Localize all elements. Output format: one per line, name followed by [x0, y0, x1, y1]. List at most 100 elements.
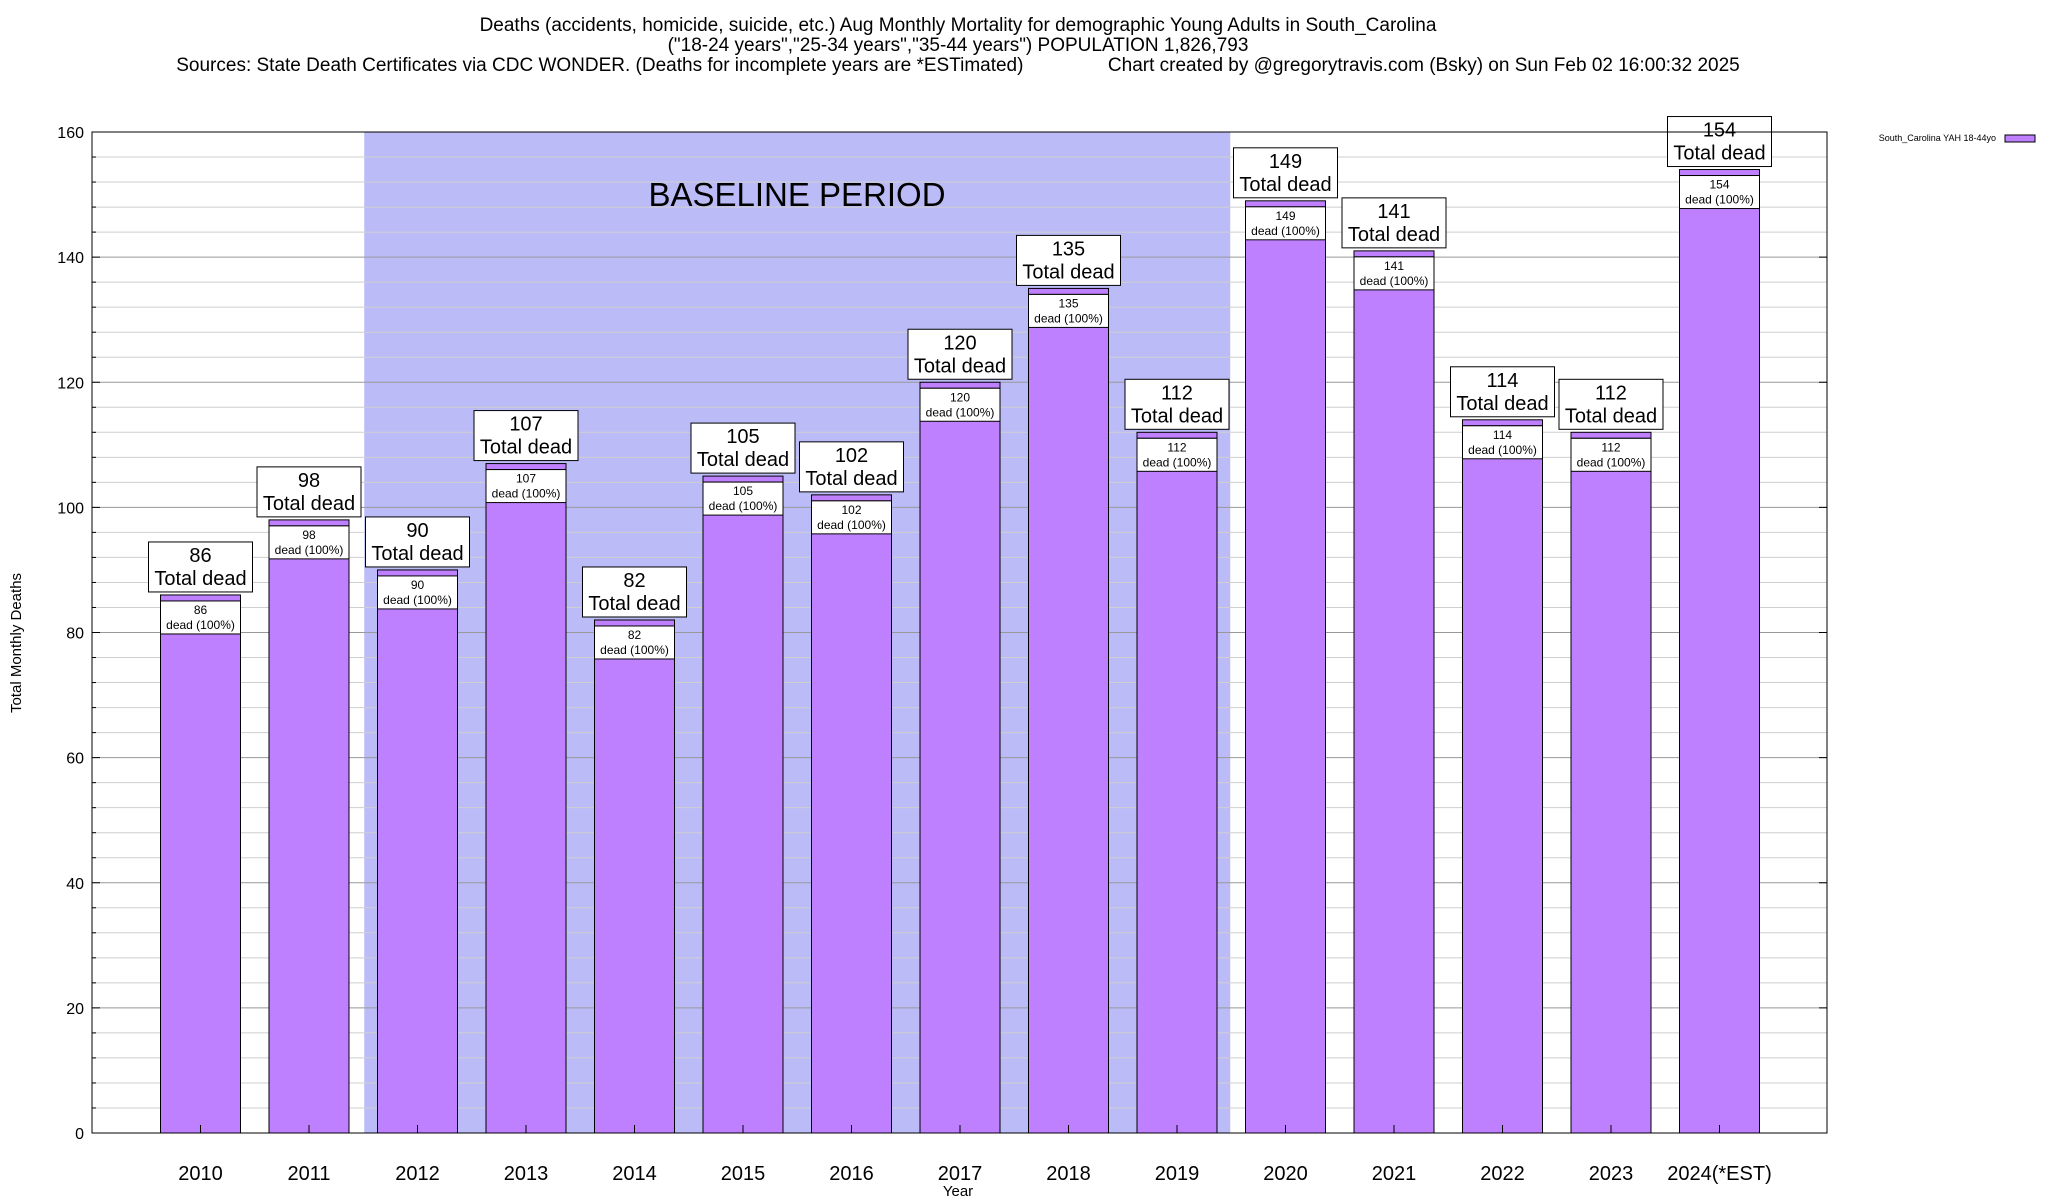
- top-label-text: Total dead: [1456, 393, 1548, 415]
- inner-label-text: dead (100%): [1468, 443, 1537, 457]
- top-label-box: [365, 516, 470, 568]
- top-label-value: 154: [1703, 120, 1736, 142]
- inner-label-text: dead (100%): [600, 643, 669, 657]
- inner-label-box: [1462, 425, 1543, 460]
- inner-label-text: dead (100%): [492, 487, 561, 501]
- bar: [1245, 200, 1326, 1134]
- y-tick-label: 160: [57, 125, 84, 142]
- inner-label-box: [377, 575, 458, 610]
- y-tick-label: 0: [75, 1126, 84, 1143]
- top-label-text: Total dead: [1131, 405, 1223, 427]
- legend: South_Carolina YAH 18-44yo: [1879, 133, 2036, 143]
- y-tick-label: 40: [66, 876, 84, 893]
- x-tick-label: 2024(*EST): [1667, 1163, 1772, 1185]
- top-label-box: [473, 410, 579, 462]
- top-label-text: Total dead: [1022, 261, 1114, 283]
- top-label-text: Total dead: [588, 593, 680, 615]
- inner-label-value: 135: [1058, 296, 1078, 310]
- x-axis: 2010 2011 2012 2013 2014 2015 2016 2017 2018 2019…: [178, 1125, 1772, 1185]
- inner-label-text: dead (100%): [275, 543, 344, 557]
- top-label-box: [1667, 116, 1772, 168]
- inner-label-box: [485, 469, 567, 504]
- top-label-value: 107: [509, 414, 542, 436]
- inner-label-box: [268, 525, 350, 560]
- inner-label-text: dead (100%): [166, 618, 235, 632]
- inner-label-value: 120: [950, 390, 970, 404]
- top-label-value: 90: [406, 520, 428, 542]
- inner-label-value: 112: [1601, 440, 1620, 454]
- x-tick-label: 2018: [1046, 1163, 1091, 1185]
- inner-label-value: 82: [628, 628, 642, 642]
- top-label-value: 86: [189, 545, 211, 567]
- x-tick-label: 2019: [1155, 1163, 1200, 1185]
- legend-label: South_Carolina YAH 18-44yo: [1879, 133, 1996, 143]
- title-line-1: Deaths (accidents, homicide, suicide, et…: [480, 15, 1437, 36]
- x-tick-label: 2014: [612, 1163, 657, 1185]
- y-axis-title: Total Monthly Deaths: [8, 573, 25, 713]
- inner-label-value: 102: [841, 503, 861, 517]
- bar: [1462, 419, 1543, 1134]
- top-label-box: [1558, 378, 1664, 430]
- inner-label-value: 98: [302, 528, 316, 542]
- top-label-value: 105: [726, 426, 759, 448]
- top-label-box: [1341, 197, 1447, 249]
- inner-label-text: dead (100%): [1143, 455, 1212, 469]
- top-label-value: 114: [1487, 370, 1519, 392]
- bar: [919, 381, 1001, 1134]
- inner-label-box: [811, 500, 892, 535]
- inner-label-text: dead (100%): [1685, 193, 1754, 207]
- y-tick-label: 120: [57, 375, 84, 392]
- inner-label-value: 154: [1709, 178, 1729, 192]
- y-tick-label: 80: [66, 626, 84, 643]
- legend-swatch: [2004, 134, 2036, 143]
- x-tick-label: 2017: [938, 1163, 983, 1185]
- top-label-box: [148, 541, 253, 593]
- top-label-box: [582, 566, 687, 618]
- inner-label-box: [919, 387, 1001, 422]
- inner-label-text: dead (100%): [709, 499, 778, 513]
- top-label-text: Total dead: [805, 468, 897, 490]
- y-tick-label: 140: [57, 250, 84, 267]
- top-label-box: [1450, 366, 1555, 418]
- top-label-box: [907, 328, 1013, 380]
- top-label-text: Total dead: [697, 449, 789, 471]
- inner-label-box: [1028, 293, 1109, 328]
- inner-label-value: 86: [194, 603, 208, 617]
- x-tick-label: 2013: [504, 1163, 549, 1185]
- bar: [811, 494, 892, 1134]
- bar: [485, 463, 567, 1134]
- top-label-value: 112: [1595, 382, 1627, 404]
- inner-label-text: dead (100%): [926, 405, 995, 419]
- x-tick-label: 2021: [1372, 1163, 1417, 1185]
- y-tick-label: 60: [66, 751, 84, 768]
- inner-label-value: 114: [1493, 428, 1512, 442]
- inner-label-text: dead (100%): [383, 593, 452, 607]
- top-label-value: 82: [623, 570, 645, 592]
- top-label-text: Total dead: [263, 493, 355, 515]
- top-label-text: Total dead: [914, 355, 1006, 377]
- inner-label-value: 105: [733, 484, 753, 498]
- top-label-value: 149: [1269, 151, 1302, 173]
- top-label-value: 98: [298, 470, 320, 492]
- top-label-box: [1233, 147, 1338, 199]
- inner-label-value: 112: [1167, 440, 1186, 454]
- y-tick-label: 20: [66, 1001, 84, 1018]
- inner-label-value: 107: [516, 472, 536, 486]
- bar: [268, 519, 350, 1134]
- top-label-text: Total dead: [371, 543, 463, 565]
